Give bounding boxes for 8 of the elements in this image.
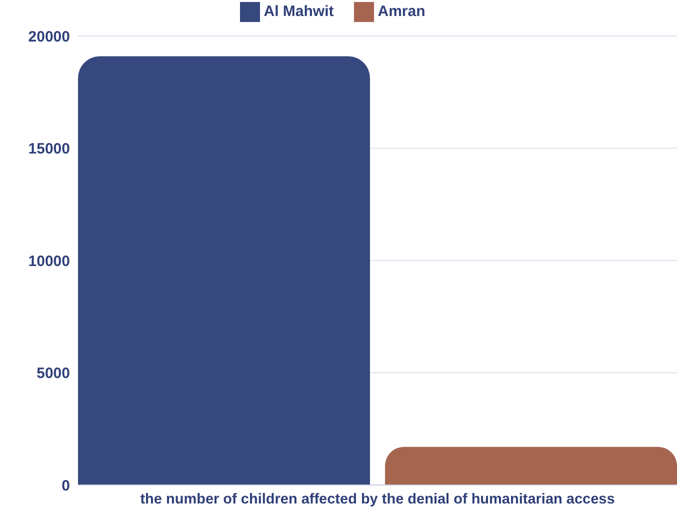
x-tick-label: the number of children affected by the denial of humanitarian access [140,491,615,508]
y-tick-label: 10000 [28,252,70,270]
legend-label: Amran [378,3,426,20]
y-tick-label: 15000 [28,140,70,158]
y-tick-label: 0 [62,477,70,494]
y-tick-label: 5000 [36,365,70,382]
y-tick-label: 20000 [28,28,70,46]
legend-label: Al Mahwit [264,3,334,20]
